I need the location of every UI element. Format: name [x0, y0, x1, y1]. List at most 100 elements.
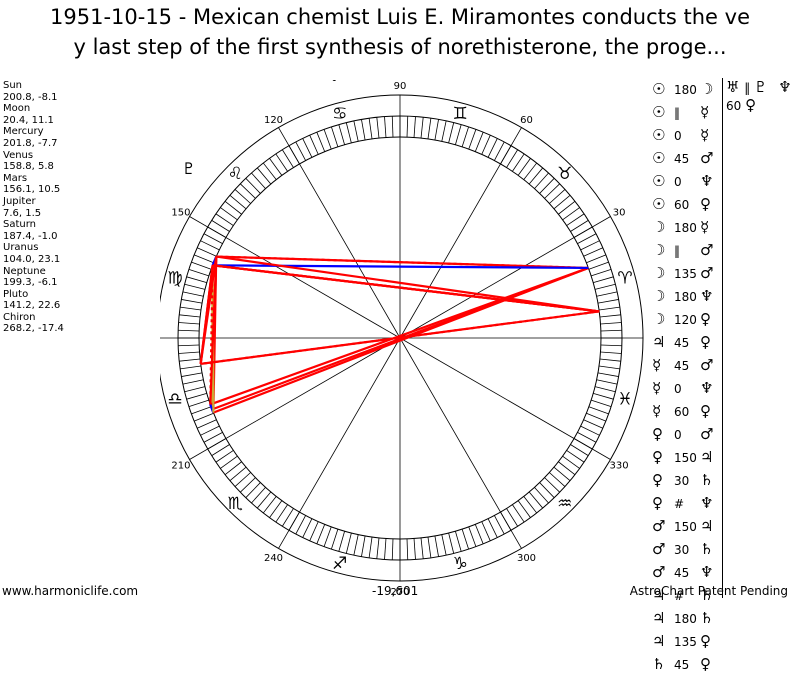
- planet-glyph-icon: ♀: [700, 653, 716, 676]
- degree-tick: [581, 241, 600, 250]
- degree-tick: [589, 407, 609, 414]
- aspect-angle: 45: [674, 654, 700, 677]
- degree-tick: [185, 387, 205, 392]
- planet-glyph-icon: ♀: [700, 331, 716, 354]
- aspect-row: ☉‖☿: [652, 101, 716, 124]
- planet-name: Venus: [3, 150, 64, 162]
- aspect-angle: 0: [674, 125, 700, 148]
- degree-tick: [181, 373, 202, 377]
- planet-position: 156.1, 10.5: [3, 184, 64, 196]
- aspect-angle: 30: [674, 539, 700, 562]
- planet-name: Uranus: [3, 242, 64, 254]
- planet-name: Neptune: [3, 266, 64, 278]
- zodiac-sign-icon: ♓: [617, 389, 632, 409]
- zodiac-sign-icon: ♌: [228, 164, 243, 184]
- planet-name: Saturn: [3, 219, 64, 231]
- aspect-angle: ‖: [674, 240, 700, 263]
- planet-glyph-icon: ☽: [700, 78, 716, 101]
- planet-glyph-icon: ♆: [700, 561, 716, 584]
- degree-tick: [361, 119, 365, 140]
- aspect-angle: 150: [674, 516, 700, 539]
- degree-tick: [435, 536, 439, 557]
- planet-glyph-icon: ☿: [700, 216, 716, 239]
- degree-tick: [428, 537, 431, 558]
- aspect-angle: 150: [674, 447, 700, 470]
- zodiac-sign-icon: ♋: [332, 104, 347, 124]
- planet-glyph-icon: ♂: [700, 423, 716, 446]
- degree-tick: [194, 255, 213, 263]
- degree-tick: [204, 432, 223, 442]
- aspect-row: ☉60♀: [652, 193, 716, 216]
- degree-label: 240: [264, 553, 283, 564]
- aspect-angle: ‖: [674, 102, 700, 125]
- degree-tick: [200, 241, 219, 250]
- aspect-row: ☿45♂: [652, 354, 716, 377]
- planet-glyph-icon: ☽: [652, 285, 674, 308]
- degree-label: 330: [610, 461, 629, 472]
- planet-glyph-icon: ♆: [778, 78, 791, 96]
- planet-glyph-icon: ♄: [652, 653, 674, 676]
- degree-tick: [179, 315, 200, 317]
- degree-label: 300: [517, 553, 536, 564]
- planet-glyph-icon: ♅: [726, 78, 744, 96]
- aspect-line: [213, 265, 600, 311]
- degree-tick: [407, 539, 408, 560]
- degree-tick: [354, 121, 358, 142]
- degree-label: 210: [171, 461, 190, 472]
- degree-tick: [324, 527, 331, 547]
- degree-tick: [178, 330, 199, 331]
- planet-name: Jupiter: [3, 196, 64, 208]
- aspect-row: ☽180♆: [652, 285, 716, 308]
- astrology-chart-wheel: 0306090120150180210240270300330♈♉♊♋♌♍♎♏♐…: [160, 80, 650, 600]
- degree-tick: [296, 142, 306, 161]
- chart-title-line-1: 1951-10-15 - Mexican chemist Luis E. Mir…: [0, 4, 800, 30]
- site-url[interactable]: www.harmoniclife.com: [2, 584, 138, 598]
- degree-tick: [377, 117, 379, 138]
- planet-position: 20.4, 11.1: [3, 115, 64, 127]
- planet-glyph-icon: ♆: [700, 377, 716, 400]
- aspect-angle: 45: [674, 148, 700, 171]
- aspect-row: ♂150♃: [652, 515, 716, 538]
- degree-tick: [455, 125, 461, 145]
- aspect-row: ☉0☿: [652, 124, 716, 147]
- degree-label: 30: [613, 208, 626, 219]
- degree-tick: [586, 413, 605, 421]
- aspect-row: ☽180☿: [652, 216, 716, 239]
- degree-tick: [385, 117, 386, 138]
- degree-tick: [595, 387, 615, 392]
- planet-glyph-icon: ♀: [652, 423, 674, 446]
- degree-tick: [303, 519, 312, 538]
- aspect-row: ☉45♂: [652, 147, 716, 170]
- degree-tick: [212, 220, 230, 231]
- planet-glyph-icon: ☿: [652, 354, 674, 377]
- planet-glyph-icon: ♂: [652, 515, 674, 538]
- aspect-angle: 45: [674, 355, 700, 378]
- degree-tick: [482, 522, 491, 541]
- degree-tick: [185, 284, 205, 289]
- patent-notice: AstroChart Patent Pending: [630, 584, 788, 598]
- planet-glyph-icon: ☿: [700, 101, 716, 124]
- planet-glyph-icon: ☽: [652, 216, 674, 239]
- degree-tick: [591, 269, 611, 275]
- aspect-angle: 135: [674, 631, 700, 654]
- planet-glyph-icon: ♀: [700, 193, 716, 216]
- aspect-angle: 180: [674, 608, 700, 631]
- degree-tick: [421, 538, 423, 559]
- planet-glyph-icon: ♃: [700, 446, 716, 469]
- degree-tick: [392, 116, 393, 137]
- zodiac-sign-icon: ♐: [332, 554, 347, 574]
- aspect-row: ♂45♆: [652, 561, 716, 584]
- degree-tick: [593, 393, 613, 399]
- aspect-row: ♄45♀: [652, 653, 716, 676]
- planet-glyph-icon: ☉: [652, 78, 674, 101]
- zodiac-sign-icon: ♎: [167, 389, 182, 409]
- degree-tick: [414, 117, 415, 138]
- degree-tick: [584, 420, 603, 429]
- planet-glyph-icon: ☉: [652, 170, 674, 193]
- degree-tick: [586, 255, 605, 263]
- degree-tick: [567, 214, 584, 226]
- planet-position: 201.8, -7.7: [3, 138, 64, 150]
- degree-tick: [601, 330, 622, 331]
- aspect-row: ♀#♆: [652, 492, 716, 515]
